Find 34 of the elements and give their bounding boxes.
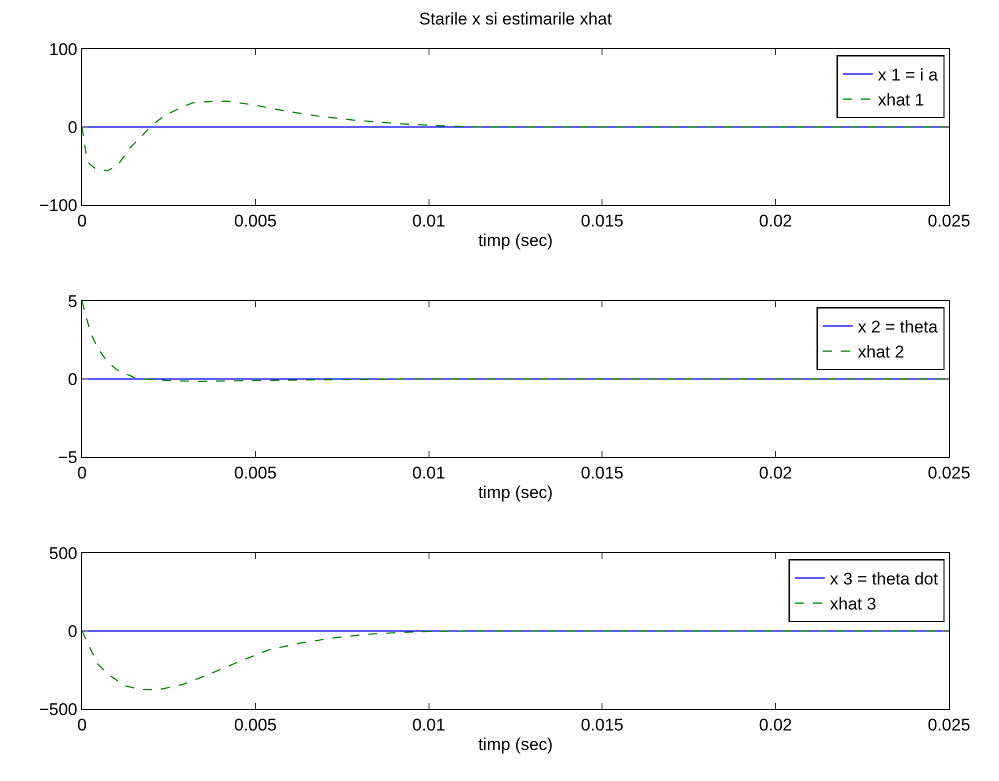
x-tick-label: 0.02	[759, 716, 792, 735]
x-tick-label: 0.025	[928, 464, 970, 483]
y-tick-label: 0	[68, 622, 78, 641]
y-tick-label: 0	[68, 370, 78, 389]
legend-label: xhat 1	[878, 90, 924, 110]
y-tick-label: −100	[39, 196, 78, 215]
y-tick-label: 500	[49, 544, 78, 563]
x-tick-label: 0.015	[580, 464, 624, 483]
y-tick-label: 0	[68, 118, 78, 137]
legend-label: xhat 3	[830, 594, 876, 614]
y-tick-label: 100	[49, 40, 78, 59]
x-tick-label: 0.025	[928, 212, 970, 231]
x-axis-title: timp (sec)	[478, 482, 553, 502]
x-tick-label: 0.02	[759, 464, 792, 483]
x-axis-title: timp (sec)	[478, 734, 553, 754]
legend-label: xhat 2	[858, 342, 904, 362]
x-tick-label: 0.015	[580, 212, 624, 231]
x-tick-label: 0.015	[580, 716, 624, 735]
x-tick-label: 0.005	[234, 716, 277, 735]
legend-label: x 2 = theta	[858, 318, 938, 337]
x-tick-label: 0.01	[412, 464, 446, 483]
x-tick-label: 0.025	[928, 716, 970, 735]
y-tick-label: −5	[58, 448, 78, 467]
x-axis-title: timp (sec)	[478, 230, 553, 250]
legend-label: x 1 = i a	[878, 66, 938, 85]
x-tick-label: 0.005	[234, 464, 277, 483]
x-tick-label: 0.005	[234, 212, 277, 231]
x-tick-label: 0.01	[412, 716, 446, 735]
legend-label: x 3 = theta dot	[830, 570, 938, 589]
chart-title: Starile x si estimarile xhat	[419, 10, 612, 28]
x-tick-label: 0.01	[412, 212, 446, 231]
x-tick-label: 0.02	[759, 212, 792, 231]
y-tick-label: 5	[68, 292, 78, 311]
y-tick-label: −500	[39, 700, 78, 719]
